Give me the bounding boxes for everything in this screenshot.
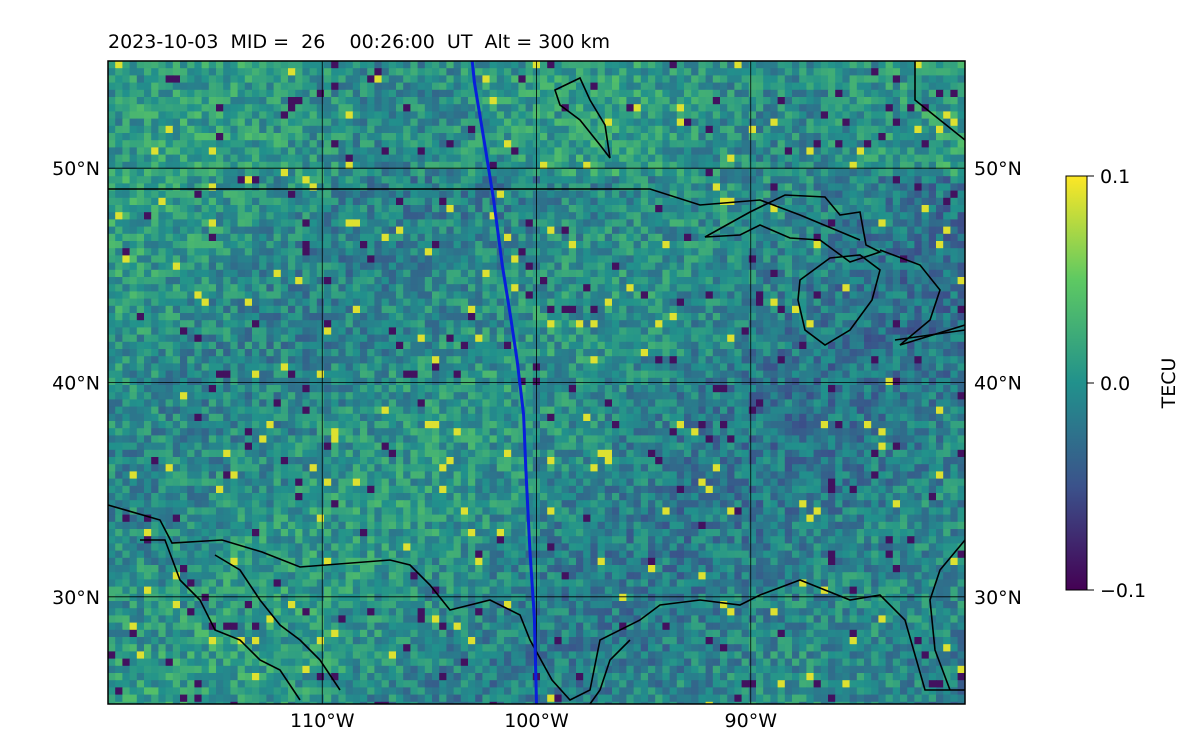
lon-label: 90°W bbox=[725, 710, 778, 732]
lon-label: 110°W bbox=[290, 710, 355, 732]
lat-label-left: 50°N bbox=[52, 158, 100, 180]
colorbar-label: TECU bbox=[1158, 358, 1180, 410]
map-area bbox=[108, 61, 965, 704]
lon-label: 100°W bbox=[504, 710, 569, 732]
lat-labels-left: 50°N 40°N 30°N bbox=[52, 158, 100, 609]
lon-labels: 110°W 100°W 90°W bbox=[290, 710, 777, 732]
map-frame bbox=[107, 60, 966, 705]
colorbar-scale bbox=[1065, 175, 1088, 591]
lat-label-right: 50°N bbox=[974, 158, 1022, 180]
lat-labels-right: 50°N 40°N 30°N bbox=[974, 158, 1022, 609]
lat-label-right: 40°N bbox=[974, 373, 1022, 395]
colorbar: 0.1 0.0 −0.1 TECU bbox=[1065, 166, 1180, 602]
lat-label-left: 30°N bbox=[52, 587, 100, 609]
lat-label-left: 40°N bbox=[52, 373, 100, 395]
colorbar-tick-label: 0.1 bbox=[1100, 166, 1130, 188]
gridlines bbox=[108, 61, 965, 704]
lat-label-right: 30°N bbox=[974, 587, 1022, 609]
colorbar-ticks: 0.1 0.0 −0.1 bbox=[1087, 166, 1146, 602]
map-title: 2023-10-03 MID = 26 00:26:00 UT Alt = 30… bbox=[108, 31, 610, 53]
colorbar-tick-label: 0.0 bbox=[1100, 373, 1130, 395]
satellite-track bbox=[470, 61, 538, 704]
colorbar-tick-label: −0.1 bbox=[1100, 580, 1146, 602]
tec-field bbox=[108, 61, 965, 704]
coastlines bbox=[108, 61, 965, 704]
